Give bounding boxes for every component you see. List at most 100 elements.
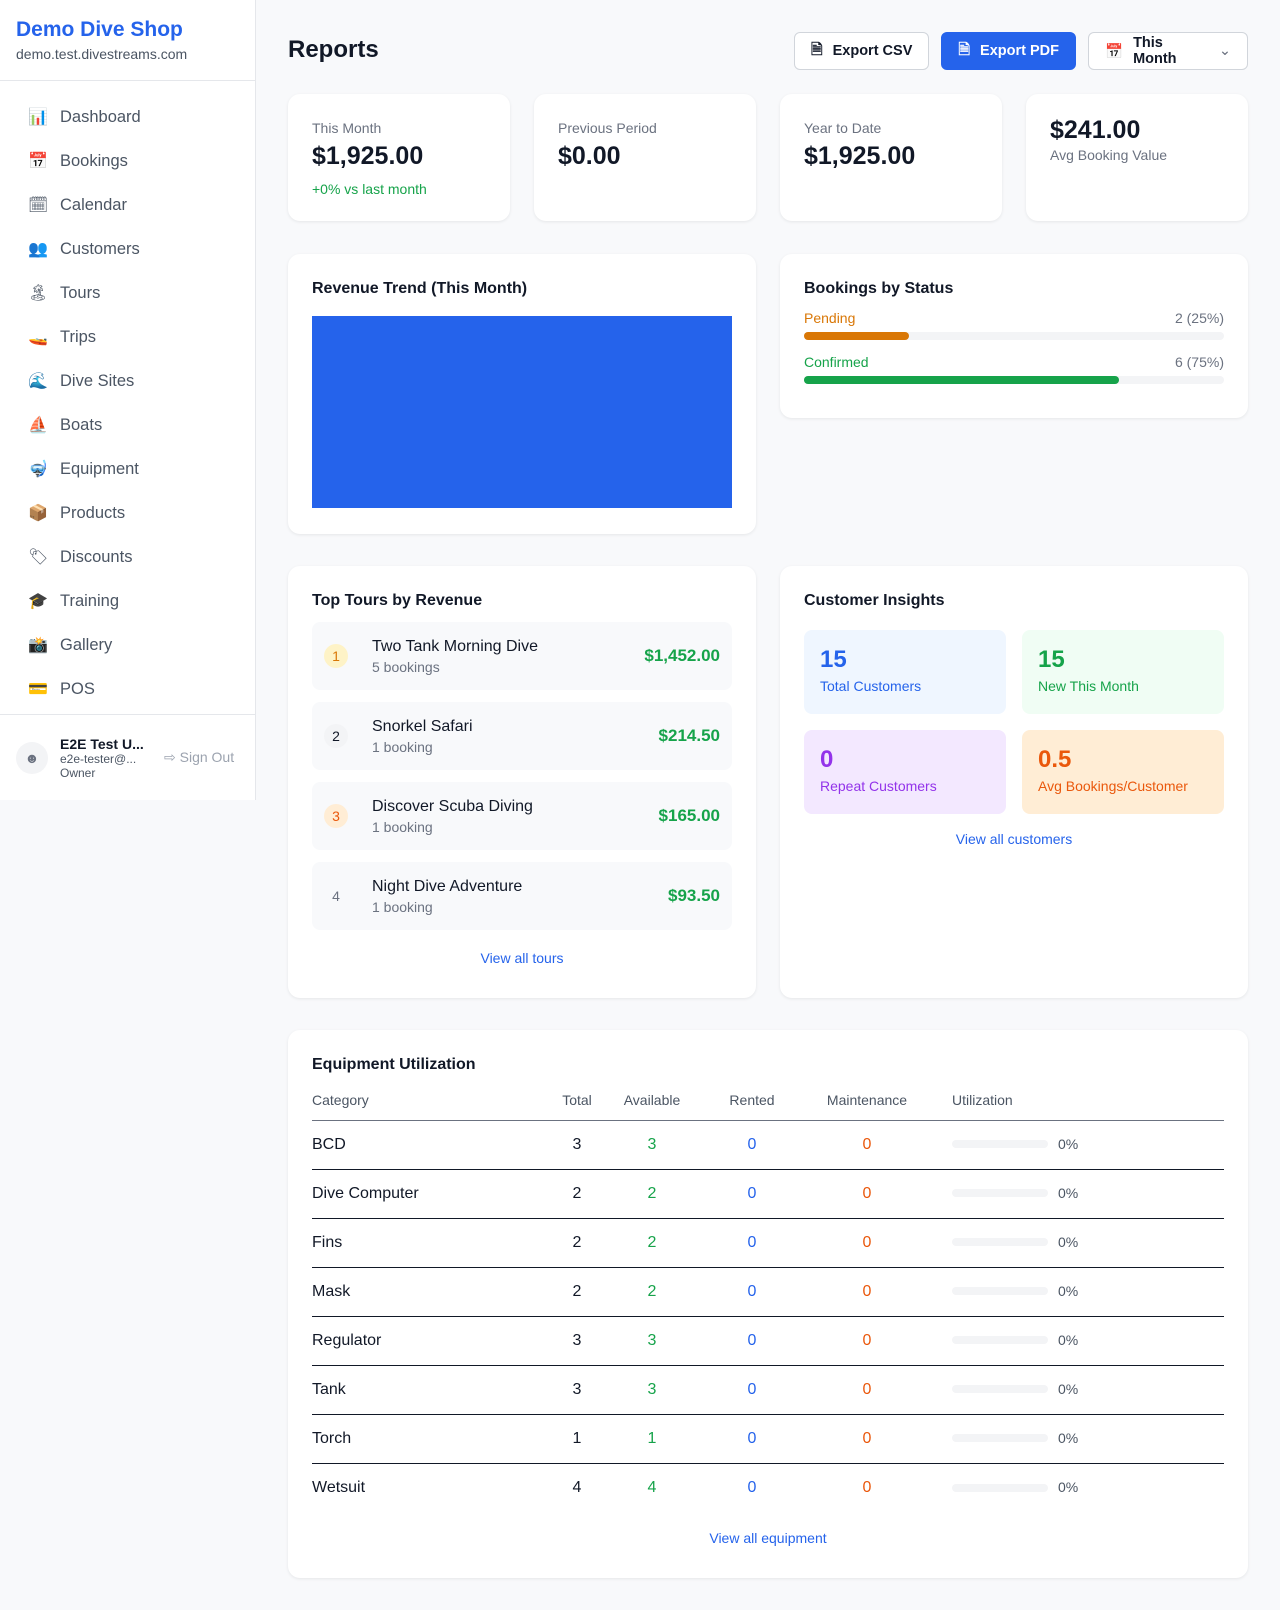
view-all-customers-link[interactable]: View all customers bbox=[955, 831, 1073, 847]
user-panel: ☻ E2E Test U... e2e-tester@... Owner ⇨ S… bbox=[0, 714, 255, 800]
shop-name[interactable]: Demo Dive Shop bbox=[16, 18, 183, 41]
equipment-icon: 🤿 bbox=[28, 461, 48, 478]
status-progress-fill bbox=[804, 376, 1119, 384]
column-header-total: Total bbox=[552, 1080, 602, 1121]
utilization-bar bbox=[952, 1189, 1048, 1198]
insight-value: 15 bbox=[1038, 646, 1065, 673]
cell-total: 2 bbox=[552, 1267, 602, 1317]
trips-icon: 🚤 bbox=[28, 329, 48, 346]
cell-available: 1 bbox=[602, 1414, 702, 1464]
gallery-icon: 📸 bbox=[28, 637, 48, 654]
sidebar-item-products[interactable]: 📦 Products bbox=[0, 491, 255, 535]
cell-rented: 0 bbox=[702, 1169, 802, 1219]
export-csv-button[interactable]: 🗎 Export CSV bbox=[793, 32, 930, 70]
cell-utilization: 0% bbox=[932, 1414, 1224, 1464]
sidebar-item-label: POS bbox=[60, 679, 95, 698]
sidebar-item-calendar[interactable]: 🗓 Calendar bbox=[0, 183, 255, 227]
column-header-category: Category bbox=[312, 1080, 552, 1121]
utilization-bar bbox=[952, 1238, 1048, 1247]
tour-revenue: $165.00 bbox=[658, 806, 720, 825]
insight-label: Repeat Customers bbox=[820, 778, 937, 794]
chevron-down-icon: ⌄ bbox=[1218, 43, 1231, 59]
sidebar-item-bookings[interactable]: 📅 Bookings bbox=[0, 139, 255, 183]
tour-rank-badge: 4 bbox=[332, 888, 340, 904]
sidebar-item-tours[interactable]: 🏝 Tours bbox=[0, 271, 255, 315]
utilization-bar bbox=[952, 1434, 1048, 1443]
cell-maintenance: 0 bbox=[802, 1218, 932, 1268]
products-icon: 📦 bbox=[28, 505, 48, 522]
tour-item[interactable]: 2 Snorkel Safari 1 booking $214.50 bbox=[312, 702, 732, 770]
insight-avg-bookings: 0.5 Avg Bookings/Customer bbox=[1022, 730, 1224, 814]
cell-utilization: 0% bbox=[932, 1463, 1224, 1512]
sidebar-item-label: Customers bbox=[60, 239, 140, 258]
insight-label: New This Month bbox=[1038, 678, 1139, 694]
sidebar-item-dashboard[interactable]: 📊 Dashboard bbox=[0, 95, 255, 139]
file-download-icon: 🗎 bbox=[810, 41, 823, 58]
insight-value: 0.5 bbox=[1038, 746, 1072, 773]
cell-utilization: 0% bbox=[932, 1120, 1224, 1170]
utilization-percent: 0% bbox=[1058, 1184, 1079, 1201]
equipment-utilization-title: Equipment Utilization bbox=[312, 1056, 476, 1073]
equipment-table: Category Total Available Rented Maintenance U… bbox=[312, 1080, 1224, 1512]
tour-rank-badge: 2 bbox=[324, 724, 348, 748]
top-tours-title: Top Tours by Revenue bbox=[312, 592, 483, 609]
utilization-bar bbox=[952, 1287, 1048, 1296]
tour-info: Two Tank Morning Dive 5 bookings bbox=[372, 638, 538, 675]
cell-category: Regulator bbox=[312, 1316, 552, 1366]
status-row-header: Pending 2 (25%) bbox=[804, 310, 1224, 326]
cell-rented: 0 bbox=[702, 1365, 802, 1415]
tour-rank-badge: 1 bbox=[324, 644, 348, 668]
cell-total: 3 bbox=[552, 1120, 602, 1170]
tour-revenue: $1,452.00 bbox=[644, 646, 720, 665]
tour-item[interactable]: 1 Two Tank Morning Dive 5 bookings $1,452.0… bbox=[312, 622, 732, 690]
sign-out-label: Sign Out bbox=[179, 749, 235, 765]
sidebar-item-gallery[interactable]: 📸 Gallery bbox=[0, 623, 255, 667]
bookings-icon: 📅 bbox=[28, 153, 48, 170]
tour-bookings: 5 bookings bbox=[372, 658, 440, 675]
sidebar-item-trips[interactable]: 🚤 Trips bbox=[0, 315, 255, 359]
column-header-rented: Rented bbox=[702, 1080, 802, 1121]
column-header-maintenance: Maintenance bbox=[802, 1080, 932, 1121]
sidebar-item-customers[interactable]: 👥 Customers bbox=[0, 227, 255, 271]
table-row: Torch 1 1 0 0 0% bbox=[312, 1414, 1224, 1464]
stat-label: Previous Period bbox=[558, 120, 657, 136]
calendar-icon: 🗓 bbox=[28, 197, 49, 214]
table-row: Wetsuit 4 4 0 0 0% bbox=[312, 1463, 1224, 1512]
cell-available: 3 bbox=[602, 1365, 702, 1415]
sidebar-item-equipment[interactable]: 🤿 Equipment bbox=[0, 447, 255, 491]
stat-card-this-month: This Month $1,925.00 +0% vs last month bbox=[288, 94, 510, 221]
status-progress-bar bbox=[804, 376, 1224, 384]
cell-total: 2 bbox=[552, 1169, 602, 1219]
sidebar-item-training[interactable]: 🎓 Training bbox=[0, 579, 255, 623]
insight-value: 0 bbox=[820, 746, 834, 773]
tour-item[interactable]: 3 Discover Scuba Diving 1 booking $165.00 bbox=[312, 782, 732, 850]
period-select[interactable]: 📅 This Month ⌄ bbox=[1088, 32, 1248, 70]
stat-change: +0% vs last month bbox=[312, 181, 427, 197]
tour-info: Night Dive Adventure 1 booking bbox=[372, 878, 522, 915]
sidebar-item-dive-sites[interactable]: 🌊 Dive Sites bbox=[0, 359, 255, 403]
insight-new-this-month: 15 New This Month bbox=[1022, 630, 1224, 714]
cell-category: Wetsuit bbox=[312, 1478, 366, 1496]
view-all-tours-link[interactable]: View all tours bbox=[480, 950, 564, 966]
customer-insights-title: Customer Insights bbox=[804, 592, 945, 609]
export-pdf-button[interactable]: 🗎 Export PDF bbox=[941, 32, 1076, 70]
stat-card-previous-period: Previous Period $0.00 bbox=[534, 94, 756, 221]
insight-repeat-customers: 0 Repeat Customers bbox=[804, 730, 1006, 814]
cell-utilization: 0% bbox=[932, 1169, 1224, 1219]
export-csv-label: Export CSV bbox=[832, 43, 913, 59]
status-label: Confirmed bbox=[804, 354, 869, 370]
cell-utilization: 0% bbox=[932, 1365, 1224, 1415]
pos-icon: 💳 bbox=[28, 681, 48, 698]
sidebar-item-boats[interactable]: ⛵ Boats bbox=[0, 403, 255, 447]
sidebar-item-label: Boats bbox=[60, 415, 103, 434]
utilization-percent: 0% bbox=[1058, 1478, 1079, 1495]
tour-item[interactable]: 4 Night Dive Adventure 1 booking $93.50 bbox=[312, 862, 732, 930]
brand: Demo Dive Shop demo.test.divestreams.com bbox=[0, 0, 255, 81]
sidebar-item-pos[interactable]: 💳 POS bbox=[0, 667, 255, 711]
sidebar-item-discounts[interactable]: 🏷 Discounts bbox=[0, 535, 255, 579]
sign-out-button[interactable]: ⇨ Sign Out bbox=[164, 749, 234, 766]
discounts-icon: 🏷 bbox=[28, 549, 49, 566]
bookings-by-status-card: Bookings by Status Pending 2 (25%) Confirm… bbox=[780, 254, 1248, 418]
view-all-equipment-link[interactable]: View all equipment bbox=[709, 1530, 827, 1546]
stat-value: $0.00 bbox=[558, 142, 621, 170]
